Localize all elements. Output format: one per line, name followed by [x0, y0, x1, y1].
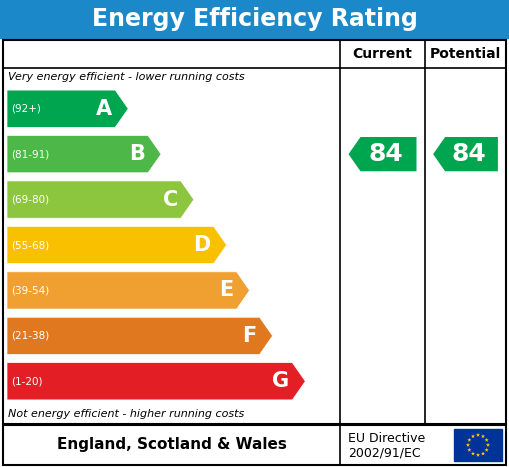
Text: Current: Current [353, 47, 412, 61]
Text: (81-91): (81-91) [11, 149, 49, 159]
Text: (1-20): (1-20) [11, 376, 42, 386]
Polygon shape [467, 438, 471, 442]
Bar [0, 0, 509, 38]
Polygon shape [467, 448, 471, 452]
Text: F: F [242, 326, 257, 346]
Polygon shape [349, 137, 416, 171]
Text: Very energy efficient - lower running costs: Very energy efficient - lower running co… [8, 72, 245, 82]
Text: E: E [219, 280, 234, 300]
Text: Not energy efficient - higher running costs: Not energy efficient - higher running co… [8, 409, 244, 419]
Polygon shape [476, 453, 480, 457]
Text: (69-80): (69-80) [11, 195, 49, 205]
Polygon shape [471, 452, 475, 455]
Polygon shape [481, 452, 485, 455]
Text: (39-54): (39-54) [11, 285, 49, 296]
Polygon shape [7, 135, 161, 173]
Polygon shape [476, 433, 480, 437]
Polygon shape [7, 90, 128, 127]
Polygon shape [7, 226, 227, 264]
Bar [3, 425, 506, 465]
Text: G: G [272, 371, 289, 391]
Bar [454, 429, 502, 461]
Text: EU Directive: EU Directive [348, 432, 425, 446]
Text: (55-68): (55-68) [11, 240, 49, 250]
Polygon shape [485, 438, 489, 442]
Polygon shape [466, 443, 470, 447]
Text: A: A [96, 99, 112, 119]
Bar [3, 40, 506, 424]
Text: (92+): (92+) [11, 104, 41, 113]
Text: C: C [162, 190, 178, 210]
Polygon shape [485, 448, 489, 452]
Text: D: D [193, 235, 211, 255]
Polygon shape [471, 434, 475, 438]
Polygon shape [7, 272, 249, 309]
Polygon shape [481, 434, 485, 438]
Polygon shape [486, 443, 490, 447]
Polygon shape [7, 181, 194, 218]
Polygon shape [433, 137, 498, 171]
Text: Potential: Potential [430, 47, 501, 61]
Text: B: B [129, 144, 145, 164]
Text: 2002/91/EC: 2002/91/EC [348, 446, 420, 460]
Text: (21-38): (21-38) [11, 331, 49, 341]
Text: England, Scotland & Wales: England, Scotland & Wales [56, 438, 287, 453]
Polygon shape [7, 363, 305, 400]
Text: Energy Efficiency Rating: Energy Efficiency Rating [92, 7, 417, 31]
Text: 84: 84 [368, 142, 403, 166]
Polygon shape [7, 317, 272, 354]
Text: 84: 84 [451, 142, 486, 166]
